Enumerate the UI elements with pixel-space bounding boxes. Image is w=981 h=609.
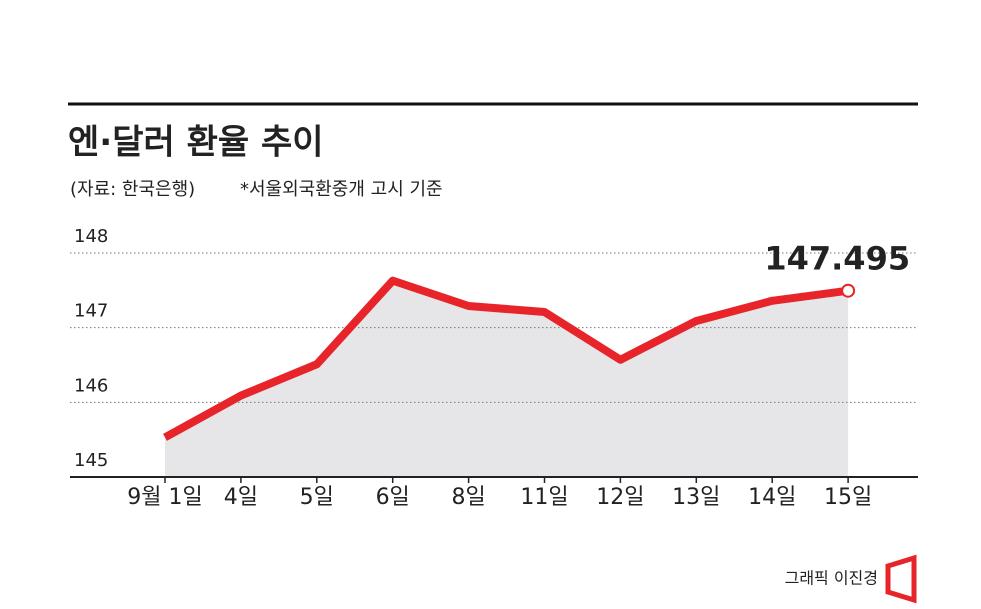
y-tick-label: 146 bbox=[74, 375, 108, 396]
x-tick-label: 11일 bbox=[520, 485, 568, 510]
logo bbox=[885, 554, 917, 604]
x-tick-label: 8일 bbox=[451, 485, 485, 510]
area bbox=[165, 280, 849, 477]
x-tick-label: 12일 bbox=[596, 485, 644, 510]
x-tick-label: 15일 bbox=[824, 485, 872, 510]
chart-title: 엔·달러 환율 추이 bbox=[68, 123, 324, 163]
line bbox=[163, 276, 849, 441]
x-tick-label: 4일 bbox=[224, 485, 258, 510]
y-tick-label: 145 bbox=[74, 450, 108, 471]
x-tick-label: 6일 bbox=[376, 485, 410, 510]
credit: 그래픽 이진경 bbox=[785, 569, 878, 588]
last-point bbox=[841, 283, 856, 298]
note: *서울외국환중개 고시 기준 bbox=[240, 179, 443, 200]
x-tick-label: 13일 bbox=[672, 485, 720, 510]
x-tick-label: 9월 1일 bbox=[127, 485, 202, 510]
value-label: 147.495 bbox=[764, 240, 910, 278]
y-tick-label: 147 bbox=[74, 301, 108, 322]
x-tick-label: 14일 bbox=[748, 485, 796, 510]
y-tick-label: 148 bbox=[74, 226, 108, 247]
source: (자료: 한국은행) bbox=[70, 179, 195, 200]
x-tick-label: 5일 bbox=[300, 485, 334, 510]
